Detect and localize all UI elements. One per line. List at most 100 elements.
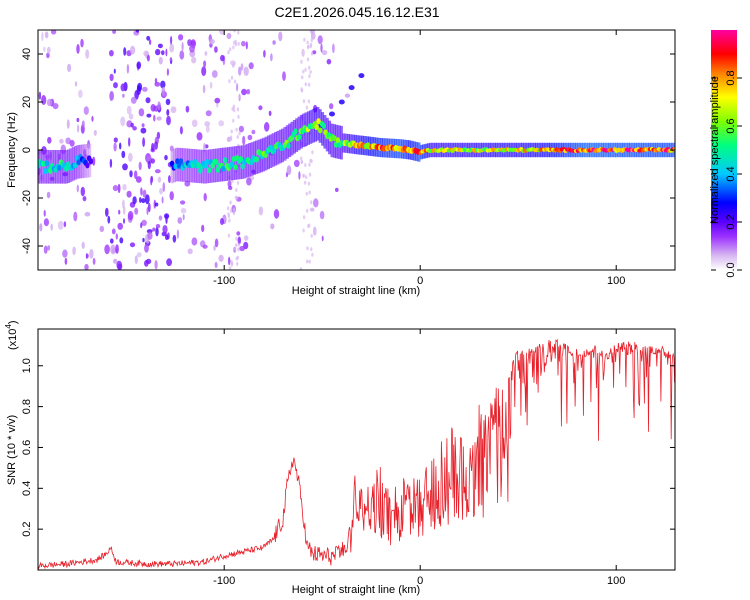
noise-blob bbox=[154, 202, 159, 207]
noise-blob bbox=[152, 227, 156, 232]
noise-blob bbox=[93, 129, 97, 136]
noise-blob bbox=[268, 110, 272, 117]
noise-blob bbox=[300, 156, 303, 161]
noise-blob bbox=[216, 103, 219, 108]
noise-blob bbox=[308, 65, 311, 70]
noise-blob bbox=[84, 211, 91, 217]
noise-blob bbox=[126, 190, 132, 198]
noise-blob bbox=[142, 137, 146, 148]
noise-blob bbox=[130, 96, 137, 104]
noise-blob bbox=[308, 162, 311, 167]
noise-blob bbox=[286, 165, 292, 176]
noise-blob bbox=[142, 237, 145, 243]
noise-blob bbox=[166, 68, 169, 76]
noise-blob bbox=[163, 91, 168, 98]
colorbar-tick-label: 0.2 bbox=[725, 214, 737, 229]
noise-blob bbox=[52, 103, 59, 110]
ridge-blob bbox=[178, 158, 184, 165]
noise-blob bbox=[138, 161, 142, 171]
ridge-blob bbox=[240, 163, 245, 170]
noise-blob bbox=[263, 50, 266, 58]
noise-blob bbox=[309, 207, 315, 212]
noise-blob bbox=[236, 83, 239, 92]
snr-scale-suffix: ) bbox=[7, 320, 19, 324]
noise-blob bbox=[126, 105, 132, 115]
noise-blob bbox=[112, 185, 119, 192]
noise-blob bbox=[169, 43, 175, 53]
noise-blob bbox=[232, 211, 236, 216]
noise-blob bbox=[241, 88, 247, 96]
noise-blob bbox=[227, 233, 231, 238]
ridge-blob bbox=[332, 135, 337, 142]
ridge-blob bbox=[85, 162, 90, 169]
ridge-blob bbox=[41, 160, 46, 167]
noise-blob bbox=[150, 104, 156, 112]
noise-blob bbox=[310, 38, 313, 43]
noise-blob bbox=[66, 119, 70, 129]
noise-blob bbox=[77, 124, 80, 133]
noise-blob bbox=[313, 198, 319, 208]
noise-blob bbox=[76, 117, 80, 123]
noise-blob bbox=[310, 51, 314, 56]
noise-blob bbox=[299, 267, 303, 270]
noise-blob bbox=[144, 194, 150, 205]
snr-scale-prefix: (x10 bbox=[7, 329, 19, 350]
noise-blob bbox=[344, 93, 350, 98]
ridge-blob bbox=[175, 158, 180, 165]
noise-blob bbox=[305, 105, 309, 110]
noise-blob bbox=[209, 81, 213, 89]
noise-blob bbox=[110, 238, 114, 244]
noise-blob bbox=[235, 236, 238, 241]
noise-blob bbox=[121, 150, 126, 159]
ridge-blob bbox=[44, 160, 49, 167]
noise-blob bbox=[104, 244, 110, 255]
noise-blob bbox=[309, 70, 312, 74]
noise-blob bbox=[233, 30, 236, 33]
ridge-halo bbox=[208, 149, 212, 183]
noise-blob bbox=[157, 101, 161, 111]
ridge-halo bbox=[45, 150, 49, 184]
ridge-blob bbox=[57, 164, 62, 171]
noise-blob bbox=[306, 208, 309, 213]
noise-blob bbox=[310, 159, 313, 164]
snr-y-axis-label: SNR (10 * v/v) bbox=[6, 415, 18, 485]
noise-blob bbox=[237, 242, 240, 247]
noise-blob bbox=[136, 252, 142, 258]
noise-blob bbox=[162, 182, 166, 193]
ridge-blob bbox=[254, 156, 259, 163]
noise-blob bbox=[154, 81, 161, 87]
noise-blob bbox=[278, 31, 283, 42]
snr-scale-exponent: 4 bbox=[4, 324, 13, 329]
ridge-halo bbox=[43, 150, 47, 184]
spectrogram-axes: -100 0 100 -40 -20 0 20 40 bbox=[21, 30, 675, 287]
noise-blob bbox=[235, 195, 239, 200]
ridge-blob bbox=[222, 157, 228, 164]
noise-blob bbox=[204, 121, 211, 127]
chirp-blob bbox=[338, 99, 345, 105]
noise-blob bbox=[213, 245, 216, 251]
noise-blob bbox=[204, 51, 208, 56]
noise-blob bbox=[169, 57, 172, 62]
noise-blob bbox=[110, 244, 116, 255]
noise-blob bbox=[127, 210, 134, 221]
spectrogram-x-tick-label: 100 bbox=[607, 275, 625, 287]
noise-blob bbox=[180, 200, 186, 205]
noise-blob bbox=[117, 222, 123, 230]
noise-blob bbox=[140, 187, 143, 196]
noise-blob bbox=[306, 57, 310, 62]
noise-blob bbox=[109, 73, 114, 82]
noise-blob bbox=[89, 248, 94, 259]
noise-blob bbox=[191, 119, 198, 128]
noise-blob bbox=[43, 46, 46, 52]
noise-blob bbox=[153, 199, 156, 209]
noise-blob bbox=[146, 113, 152, 118]
noise-blob bbox=[243, 235, 249, 241]
noise-blob bbox=[233, 247, 237, 252]
chirp-blob bbox=[348, 85, 355, 91]
noise-blob bbox=[115, 244, 119, 254]
noise-blob bbox=[176, 229, 179, 239]
noise-blob bbox=[47, 136, 52, 144]
noise-blob bbox=[113, 68, 116, 74]
noise-blob bbox=[270, 53, 273, 62]
